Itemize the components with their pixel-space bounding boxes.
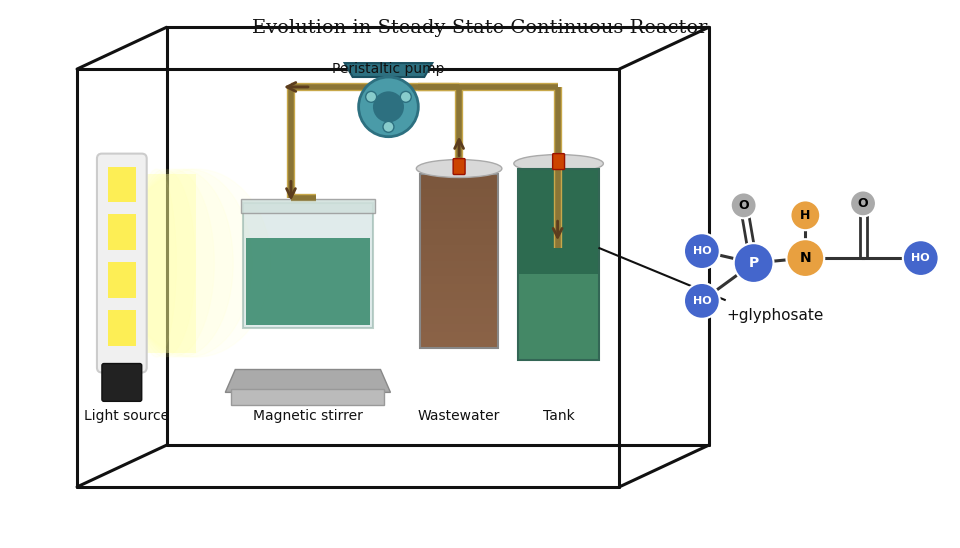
Text: +glyphosate: +glyphosate [727, 308, 824, 323]
Circle shape [372, 92, 404, 122]
Bar [241, 199, 374, 213]
Ellipse shape [131, 169, 214, 357]
Circle shape [366, 92, 376, 102]
Text: O: O [738, 199, 749, 212]
FancyBboxPatch shape [553, 153, 564, 169]
Bar [420, 275, 498, 284]
Bar [420, 330, 498, 340]
FancyBboxPatch shape [102, 363, 142, 401]
Circle shape [733, 243, 774, 283]
Bar [420, 204, 498, 213]
FancyBboxPatch shape [142, 174, 197, 352]
Bar [231, 390, 385, 406]
Text: Magnetic stirrer: Magnetic stirrer [252, 409, 363, 423]
Bar [420, 235, 498, 245]
Ellipse shape [122, 169, 271, 357]
Polygon shape [345, 63, 432, 77]
Ellipse shape [136, 169, 177, 357]
Bar [108, 214, 135, 250]
Circle shape [786, 239, 825, 277]
Bar [517, 169, 599, 359]
Text: Wastewater: Wastewater [418, 409, 500, 423]
Circle shape [359, 77, 419, 136]
Bar [420, 267, 498, 276]
Text: Peristaltic pump: Peristaltic pump [332, 62, 444, 76]
Bar [420, 299, 498, 308]
Ellipse shape [514, 155, 604, 173]
Bar [420, 174, 498, 347]
Text: H: H [800, 209, 810, 222]
Polygon shape [226, 369, 391, 392]
FancyBboxPatch shape [453, 158, 465, 174]
Text: Tank: Tank [542, 409, 574, 423]
Bar [420, 291, 498, 300]
Circle shape [383, 121, 394, 132]
Bar [420, 180, 498, 190]
Bar [420, 322, 498, 332]
Ellipse shape [133, 169, 196, 357]
Bar [108, 310, 135, 346]
Circle shape [790, 201, 820, 230]
Text: Light source: Light source [84, 409, 169, 423]
Circle shape [400, 92, 411, 102]
Bar [420, 220, 498, 229]
FancyBboxPatch shape [97, 153, 147, 373]
Bar [420, 338, 498, 347]
Text: P: P [749, 256, 758, 270]
Bar [420, 306, 498, 316]
Bar [420, 227, 498, 237]
Bar [420, 196, 498, 205]
Bar [108, 167, 135, 202]
Text: HO: HO [692, 296, 711, 306]
Ellipse shape [128, 169, 233, 357]
Ellipse shape [417, 159, 502, 178]
Bar [246, 238, 370, 325]
Bar [108, 262, 135, 298]
Circle shape [684, 233, 720, 269]
Text: N: N [800, 251, 811, 265]
Bar [420, 283, 498, 292]
Bar [517, 169, 599, 273]
Bar [420, 243, 498, 253]
Text: Evolution in Steady-State Continuous Reactor: Evolution in Steady-State Continuous Rea… [252, 19, 708, 37]
Circle shape [902, 240, 939, 276]
Bar [420, 212, 498, 221]
Ellipse shape [125, 169, 252, 357]
Text: HO: HO [911, 253, 930, 263]
Bar [420, 188, 498, 197]
Text: HO: HO [692, 246, 711, 256]
Bar [517, 273, 599, 359]
Text: O: O [857, 197, 869, 210]
Bar [420, 172, 498, 181]
Circle shape [851, 190, 876, 216]
FancyBboxPatch shape [243, 203, 372, 328]
Circle shape [684, 283, 720, 319]
Bar [420, 251, 498, 260]
Bar [420, 315, 498, 324]
Bar [420, 259, 498, 269]
Circle shape [731, 192, 756, 218]
